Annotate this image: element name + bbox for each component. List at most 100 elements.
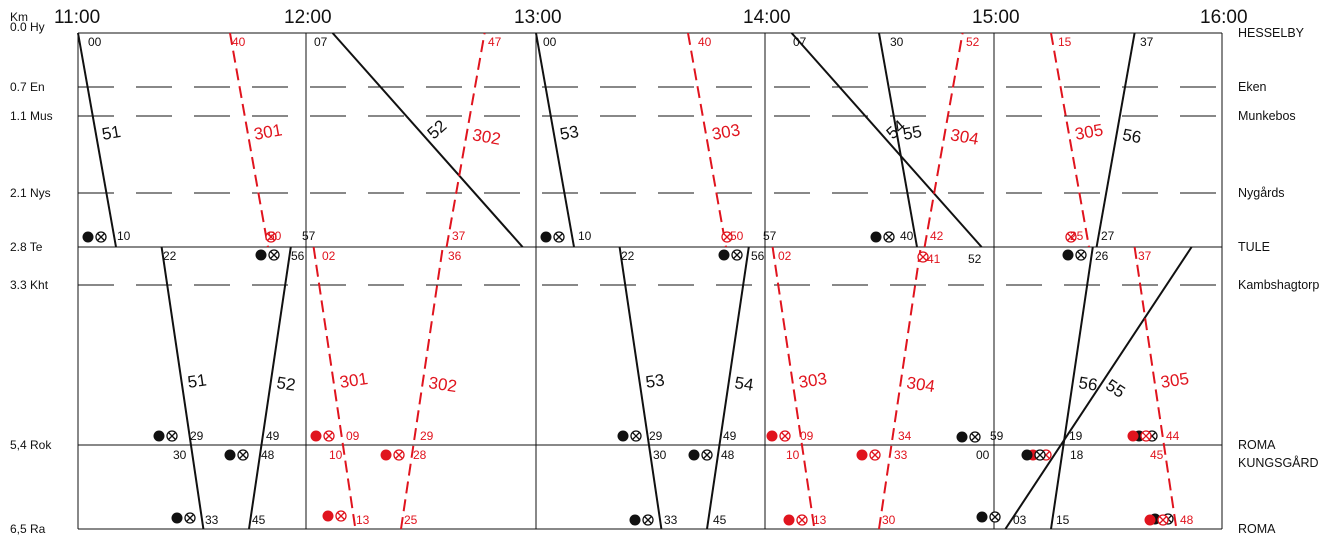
km-label: 1.1 Mus	[10, 109, 53, 123]
train-number: 56	[1077, 373, 1099, 395]
station-name: Eken	[1238, 80, 1267, 94]
crossing-x	[1159, 516, 1167, 524]
time-label: 18	[1070, 448, 1084, 462]
train-line-304	[878, 246, 922, 530]
km-label: 0.7 En	[10, 80, 45, 94]
crossing-x	[1077, 251, 1085, 259]
hour-label: 16:00	[1200, 7, 1248, 28]
train-line-303	[687, 32, 727, 248]
time-label: 00	[543, 35, 557, 49]
stop-marker	[688, 449, 713, 461]
train-line-305	[1133, 246, 1178, 530]
stop-marker	[322, 510, 347, 522]
stop-dot	[1021, 449, 1033, 461]
time-label: 30	[890, 35, 904, 49]
time-label: 33	[205, 513, 219, 527]
time-label: 57	[763, 229, 777, 243]
time-label: 22	[163, 249, 177, 263]
hour-label: 12:00	[284, 7, 332, 28]
stop-marker	[380, 449, 405, 461]
stop-marker	[1021, 449, 1046, 461]
train-number: 305	[1073, 120, 1104, 144]
stop-marker	[224, 449, 249, 461]
time-label: 57	[302, 229, 316, 243]
train-number: 305	[1159, 369, 1190, 392]
station-name: ROMA	[1238, 438, 1276, 452]
train-number: 301	[338, 369, 369, 392]
train-number: 304	[905, 373, 936, 396]
stop-marker	[255, 249, 280, 261]
time-label: 44	[1166, 429, 1180, 443]
time-label: 10	[117, 229, 131, 243]
time-label: 09	[800, 429, 814, 443]
train-number: 55	[1102, 375, 1128, 401]
stop-dot	[629, 514, 641, 526]
train-line-302	[400, 246, 444, 530]
train-number: 51	[100, 122, 122, 144]
crossing-x	[337, 512, 345, 520]
station-name: KUNGSGÅRD	[1238, 455, 1319, 470]
stop-marker	[82, 231, 107, 243]
stop-marker	[1127, 430, 1152, 442]
train-number: 51	[186, 370, 208, 392]
stop-dot	[380, 449, 392, 461]
stop-marker	[976, 511, 1001, 523]
train-number: 56	[1121, 125, 1143, 147]
train-line-51	[160, 246, 205, 530]
stop-marker	[617, 430, 642, 442]
stop-marker	[540, 231, 565, 243]
hour-label: 13:00	[514, 7, 562, 28]
stop-dot	[617, 430, 629, 442]
time-label: 50	[730, 229, 744, 243]
station-name: Nygårds	[1238, 186, 1285, 200]
time-label: 10	[786, 448, 800, 462]
stop-dot	[1144, 514, 1156, 526]
stop-dot	[956, 431, 968, 443]
train-line-301	[229, 32, 269, 248]
time-label: 28	[413, 448, 427, 462]
train-line-51	[77, 32, 117, 248]
crossing-x	[1036, 451, 1044, 459]
time-label: 29	[649, 429, 663, 443]
time-label: 27	[1101, 229, 1115, 243]
station-name: Kambshagtorp	[1238, 278, 1319, 292]
train-line-303	[771, 246, 816, 530]
stop-marker	[629, 514, 654, 526]
crossing-x	[798, 516, 806, 524]
time-label: 52	[966, 35, 980, 49]
stop-marker	[856, 449, 881, 461]
stop-marker	[870, 231, 895, 243]
stop-marker	[153, 430, 178, 442]
crossing-x	[267, 233, 275, 241]
train-number: 303	[797, 369, 828, 392]
stop-marker	[917, 251, 929, 263]
train-line-54	[706, 246, 750, 530]
time-label: 49	[723, 429, 737, 443]
stop-dot	[1062, 249, 1074, 261]
km-unit-label: Km	[10, 10, 28, 24]
stop-marker	[766, 430, 791, 442]
stop-marker	[721, 231, 733, 243]
time-label: 40	[232, 35, 246, 49]
train-line-302	[445, 32, 486, 248]
crossing-x	[733, 251, 741, 259]
train-line-56	[1050, 246, 1094, 530]
crossing-x	[395, 451, 403, 459]
time-label: 37	[452, 229, 466, 243]
time-label: 49	[266, 429, 280, 443]
stop-dot	[171, 512, 183, 524]
time-label: 42	[930, 229, 944, 243]
train-number: 55	[901, 122, 923, 144]
time-label: 26	[1095, 249, 1109, 263]
crossing-x	[186, 514, 194, 522]
time-label: 48	[261, 448, 275, 462]
stop-marker	[956, 431, 981, 443]
stop-dot	[322, 510, 334, 522]
time-labels: 00 40 07 47 00 40 07 30 52 15 37 10 50 57 37 10 50 57 40 42…	[88, 35, 1194, 527]
km-label: 5,4 Rok	[10, 438, 52, 452]
time-label: 45	[1150, 448, 1164, 462]
train-line-304	[923, 32, 964, 248]
time-label: 41	[927, 252, 941, 266]
time-label: 37	[1140, 35, 1154, 49]
